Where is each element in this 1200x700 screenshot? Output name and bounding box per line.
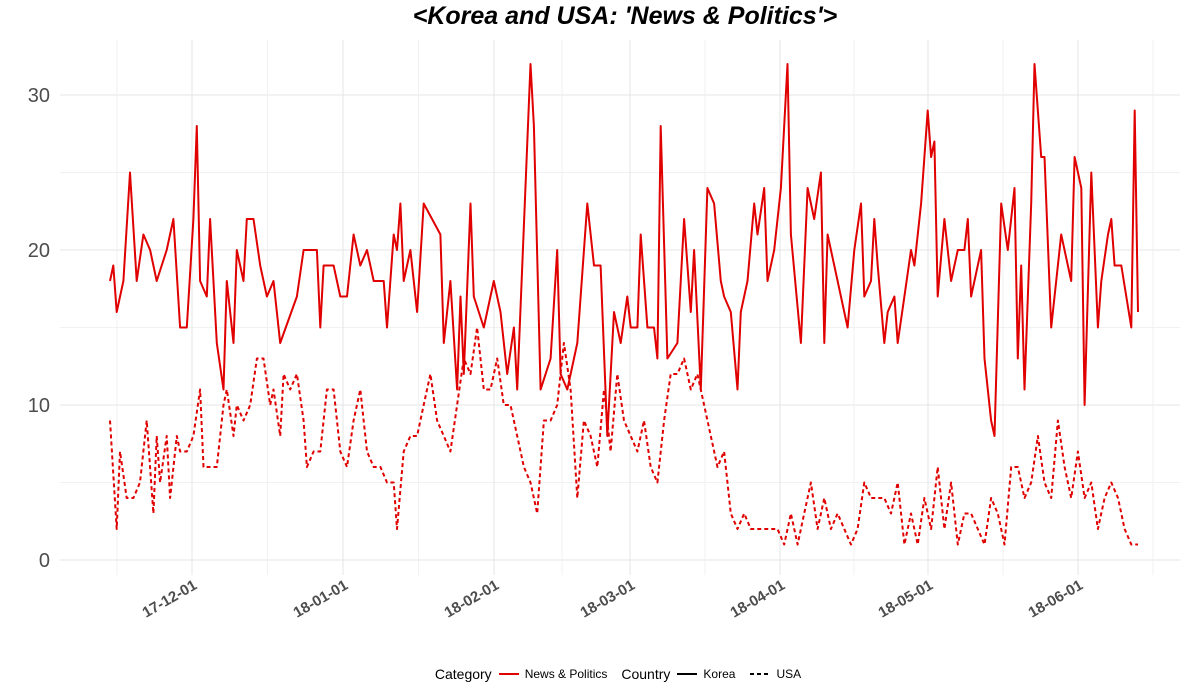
- y-tick-label: 20: [28, 240, 50, 262]
- x-tick-label: 17-12-01: [139, 577, 200, 622]
- x-tick-label: 18-02-01: [441, 577, 502, 622]
- legend-label-usa: USA: [776, 667, 802, 681]
- x-tick-label: 18-01-01: [290, 577, 351, 622]
- chart-title: <Korea and USA: 'News & Politics'>: [412, 2, 838, 30]
- x-tick-label: 18-03-01: [577, 577, 638, 622]
- grid: [60, 40, 1180, 575]
- series-line-usa: [109, 326, 1138, 546]
- x-tick-label: 18-05-01: [875, 577, 936, 622]
- legend-item-korea: Korea: [676, 667, 735, 681]
- y-tick-label: 0: [39, 550, 50, 572]
- chart-legend: Category News & Politics Country Korea U…: [0, 666, 1200, 682]
- legend-item-usa: USA: [749, 667, 801, 681]
- y-tick-label: 30: [28, 85, 50, 107]
- legend-key-solid-line: [677, 673, 698, 675]
- legend-label-korea: Korea: [703, 667, 736, 681]
- y-tick-label: 10: [28, 395, 50, 417]
- legend-category-title: Category: [434, 666, 492, 682]
- legend-key-dashed-line: [750, 673, 771, 675]
- x-tick-label: 18-04-01: [727, 577, 788, 622]
- legend-country-title: Country: [621, 666, 671, 682]
- series-line-korea: [109, 63, 1139, 437]
- legend-label-news-politics: News & Politics: [524, 667, 608, 681]
- legend-key-red-line: [498, 673, 519, 675]
- x-tick-label: 18-06-01: [1025, 577, 1086, 622]
- legend-item-news-politics: News & Politics: [498, 667, 608, 681]
